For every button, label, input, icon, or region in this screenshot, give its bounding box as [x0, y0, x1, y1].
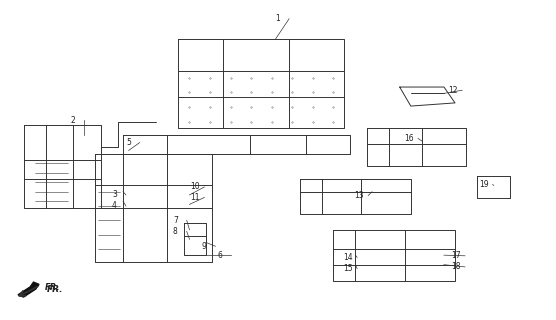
Text: FR.: FR. [47, 284, 63, 294]
Text: 6: 6 [217, 251, 222, 260]
Text: 4: 4 [112, 202, 117, 211]
Text: 12: 12 [448, 86, 458, 95]
Text: 17: 17 [451, 251, 461, 260]
Text: 10: 10 [191, 182, 200, 191]
Text: 2: 2 [71, 116, 75, 125]
Text: 14: 14 [343, 253, 353, 262]
Polygon shape [18, 282, 39, 297]
Text: 5: 5 [126, 138, 131, 147]
Text: 15: 15 [343, 264, 353, 273]
Text: 13: 13 [354, 191, 364, 200]
Text: 19: 19 [479, 180, 488, 189]
Text: 11: 11 [191, 193, 200, 202]
Text: 8: 8 [173, 227, 177, 236]
Text: 16: 16 [404, 134, 414, 143]
Text: 7: 7 [173, 216, 178, 225]
Text: 9: 9 [202, 242, 206, 251]
Text: 3: 3 [112, 190, 117, 199]
Text: 18: 18 [451, 262, 461, 271]
Text: 1: 1 [275, 14, 280, 23]
Text: FR.: FR. [44, 283, 60, 292]
